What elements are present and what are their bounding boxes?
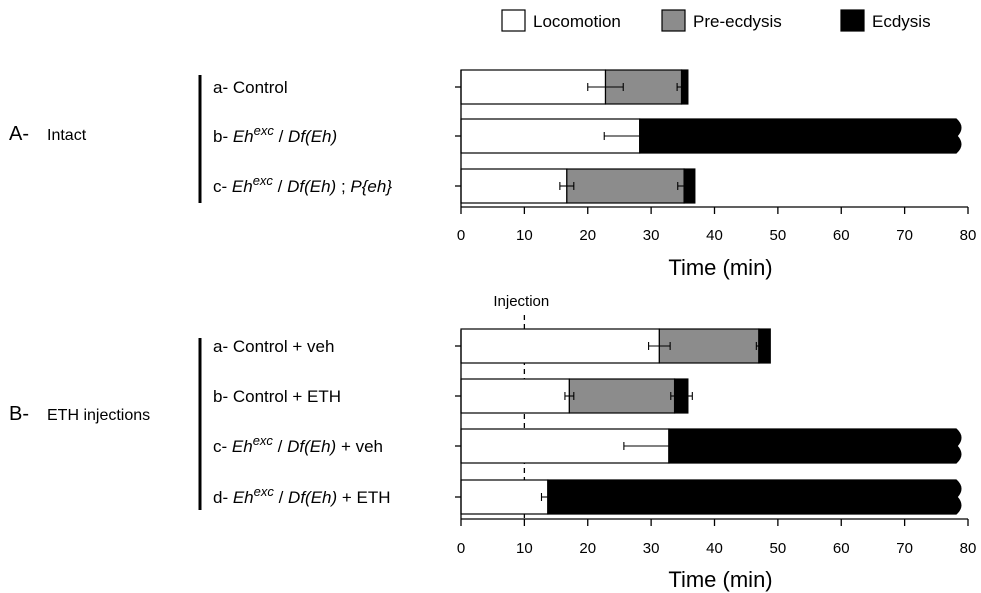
x-tick-label-20: 20	[579, 227, 596, 244]
x-tick-label-40: 40	[706, 227, 723, 244]
bar-locomotion-row-3	[460, 168, 568, 204]
x-tick-label-80: 80	[960, 540, 977, 557]
x-tick-label-50: 50	[770, 540, 787, 557]
bar-ecdysis-row-4	[547, 479, 962, 515]
legend-swatch-ecdysis	[840, 9, 865, 32]
injection-label: Injection	[493, 293, 549, 310]
category-label-3: c- Ehexc / Df(Eh) ; P{eh}	[213, 173, 392, 196]
panel-letter: B-	[9, 403, 29, 425]
x-tick-label-0: 0	[457, 227, 465, 244]
bar-pre-ecdysis-row-2	[568, 378, 676, 414]
x-tick-label-60: 60	[833, 227, 850, 244]
x-tick-label-70: 70	[896, 227, 913, 244]
panel-a-intact: A- Intact a- Control b- Ehexc / Df(Eh) c- Eh…	[9, 69, 977, 280]
bar-locomotion-row-4	[460, 479, 549, 515]
panel-title: ETH injections	[47, 407, 150, 424]
category-label-1: a- Control	[213, 78, 288, 97]
x-tick-label-50: 50	[770, 227, 787, 244]
legend: Locomotion Pre-ecdysis Ecdysis	[501, 9, 931, 32]
category-label-2: b- Ehexc / Df(Eh)	[213, 123, 337, 146]
bar-ecdysis-row-3	[668, 428, 962, 464]
category-label-1: a- Control + veh	[213, 337, 334, 356]
bar-locomotion-row-2	[460, 378, 570, 414]
x-tick-label-0: 0	[457, 540, 465, 557]
legend-swatch-locomotion	[501, 9, 526, 32]
x-tick-label-70: 70	[896, 540, 913, 557]
x-tick-label-20: 20	[579, 540, 596, 557]
legend-swatch-pre-ecdysis	[661, 9, 686, 32]
category-label-4: d- Ehexc / Df(Eh) + ETH	[213, 484, 391, 507]
x-tick-label-10: 10	[516, 540, 533, 557]
bar-locomotion-row-1	[460, 328, 660, 364]
bar-pre-ecdysis-row-1	[658, 328, 760, 364]
x-axis-label: Time (min)	[668, 567, 772, 592]
panel-letter: A-	[9, 123, 29, 145]
category-label-3: c- Ehexc / Df(Eh) + veh	[213, 433, 383, 456]
bar-locomotion-row-1	[460, 69, 607, 105]
bar-ecdysis-row-2	[639, 118, 962, 154]
x-tick-label-40: 40	[706, 540, 723, 557]
category-label-2: b- Control + ETH	[213, 387, 341, 406]
x-tick-label-30: 30	[643, 540, 660, 557]
panel-b-eth-injections: B- ETH injections Injection a- Control + ve…	[9, 293, 976, 592]
legend-label-ecdysis: Ecdysis	[872, 12, 931, 31]
panel-title: Intact	[47, 127, 87, 144]
x-tick-label-60: 60	[833, 540, 850, 557]
x-tick-label-80: 80	[960, 227, 977, 244]
x-tick-label-10: 10	[516, 227, 533, 244]
x-tick-label-30: 30	[643, 227, 660, 244]
bar-pre-ecdysis-row-3	[566, 168, 685, 204]
x-axis-label: Time (min)	[668, 255, 772, 280]
legend-label-locomotion: Locomotion	[533, 12, 621, 31]
legend-label-pre-ecdysis: Pre-ecdysis	[693, 12, 782, 31]
